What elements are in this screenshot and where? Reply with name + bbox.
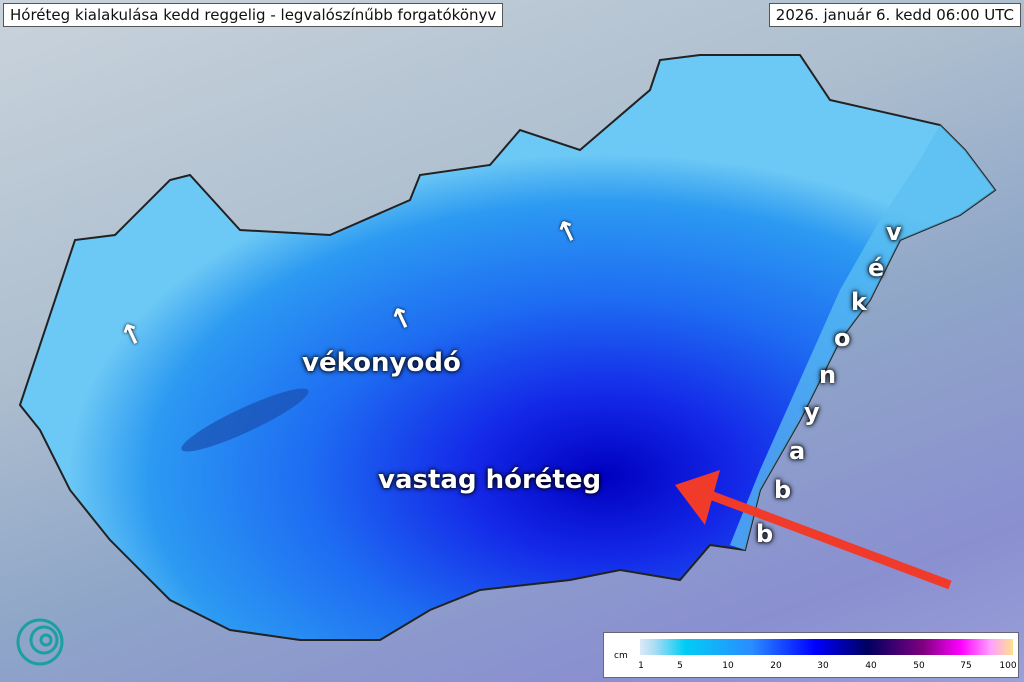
letter: a [789,437,806,465]
map-datetime: 2026. január 6. kedd 06:00 UTC [768,3,1021,27]
map-title: Hóréteg kialakulása kedd reggelig - legv… [3,3,504,27]
eastern-thin-band [730,125,995,550]
red-arrow-head [675,470,720,525]
label-thinning: vékonyodó [302,348,461,378]
legend-tick: 100 [999,661,1017,671]
legend-colorbar [640,639,1013,655]
letter: b [756,520,774,548]
letter: é [868,254,885,282]
legend-tick: 75 [960,661,972,671]
color-legend: cm 1 5 10 20 30 40 50 75 100 [603,632,1019,678]
logo-icon [16,618,64,666]
lake-balaton [181,388,309,452]
legend-tick: 10 [722,661,734,671]
legend-tick: 40 [865,661,877,671]
letter: n [819,361,837,389]
legend-unit: cm [614,651,628,661]
letter: k [851,288,867,316]
letter: b [774,476,792,504]
legend-tick: 20 [770,661,782,671]
letter: y [804,398,820,426]
label-thick-snow: vastag hóréteg [378,465,602,495]
red-arrow-shaft [708,490,952,590]
legend-tick: 50 [913,661,925,671]
legend-tick: 30 [817,661,829,671]
letter: o [834,324,851,352]
letter: v [886,218,902,246]
legend-tick: 1 [638,661,644,671]
legend-tick: 5 [677,661,683,671]
